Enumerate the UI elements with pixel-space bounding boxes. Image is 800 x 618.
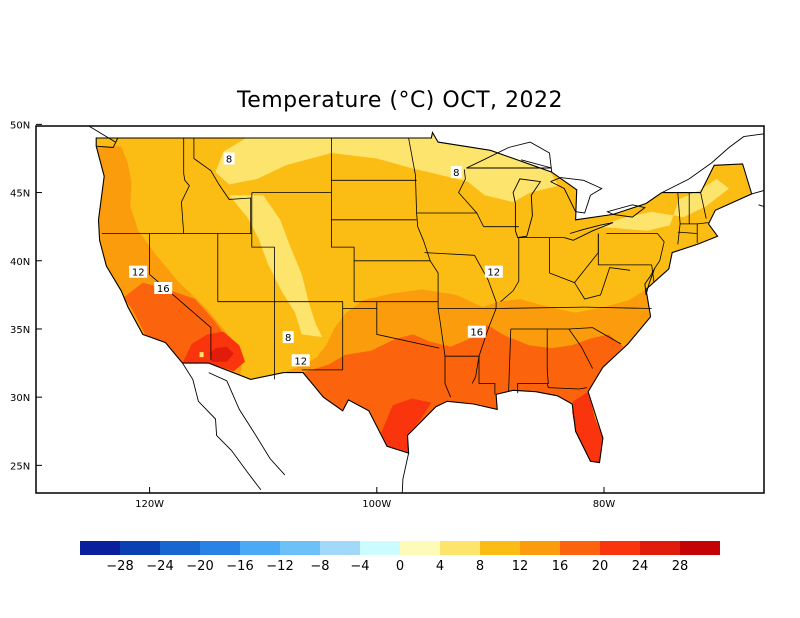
- colorbar-label: −24: [146, 559, 173, 574]
- zone-20-24-texas: [381, 398, 432, 454]
- lat-tick-label: 35N: [10, 325, 30, 336]
- contour-label-bg: [129, 265, 148, 278]
- colorbar-swatch: [600, 541, 640, 555]
- colorbar-label: 12: [512, 559, 529, 574]
- contour-label: 12: [487, 268, 500, 279]
- colorbar-swatch: [80, 541, 120, 555]
- colorbar-label: 24: [632, 559, 649, 574]
- lon-tick-label: 80W: [593, 499, 616, 510]
- lat-tick-label: 30N: [10, 393, 30, 404]
- colorbar-label: −16: [226, 559, 253, 574]
- map-title: Temperature (°C) OCT, 2022: [237, 88, 563, 113]
- lat-tick-label: 45N: [10, 189, 30, 200]
- colorbar-swatch: [680, 541, 720, 555]
- contour-label: 8: [226, 155, 232, 166]
- colorbar-label: −12: [266, 559, 293, 574]
- state-borders: [101, 137, 709, 398]
- colorbar-swatch: [520, 541, 560, 555]
- colorbar-label: 28: [672, 559, 689, 574]
- contour-label: 12: [132, 268, 145, 279]
- colorbar-label: 4: [436, 559, 444, 574]
- colorbar-swatch: [440, 541, 480, 555]
- colorbar-label: −28: [106, 559, 133, 574]
- colorbar-swatch: [160, 541, 200, 555]
- contour-labels: 8 8 12 16 12 16 8 12: [129, 152, 503, 367]
- colorbar-swatch: [480, 541, 520, 555]
- contour-label: 8: [285, 333, 291, 344]
- colorbar: −28 −24 −20 −16 −12 −8 −4 0 4 8 12 16 20 24 28: [80, 541, 720, 574]
- colorbar-swatch: [240, 541, 280, 555]
- contour-label: 8: [453, 168, 459, 179]
- contour-label: 12: [294, 356, 307, 367]
- colorbar-swatch: [120, 541, 160, 555]
- colorbar-swatch: [200, 541, 240, 555]
- contour-label-bg: [282, 331, 294, 344]
- lon-tick-label: 100W: [362, 499, 391, 510]
- lon-tick-label: 120W: [135, 499, 164, 510]
- colorbar-label: 0: [396, 559, 404, 574]
- colorbar-label: −4: [350, 559, 369, 574]
- contour-label-bg: [223, 152, 235, 165]
- colorbar-swatch: [320, 541, 360, 555]
- zone-24-28: [209, 346, 234, 362]
- map-frame: [35, 125, 765, 494]
- zone-16-20-south: [303, 324, 624, 454]
- colorbar-label: 8: [476, 559, 484, 574]
- colorbar-label: 20: [592, 559, 609, 574]
- contour-label-bg: [484, 265, 503, 278]
- zone-4-8-north: [215, 132, 559, 203]
- temperature-field: [96, 132, 752, 463]
- colorbar-label: 16: [552, 559, 569, 574]
- map-axes: 50N 45N 40N 35N 30N 25N 120W 100W 80W: [10, 120, 615, 510]
- contour-label-bg: [467, 325, 486, 338]
- lat-tick-label: 50N: [10, 120, 30, 131]
- coastlines: [87, 126, 764, 493]
- colorbar-swatch: [360, 541, 400, 555]
- contour-label-bg: [450, 166, 462, 179]
- zone-20-24-florida: [572, 391, 603, 463]
- colorbar-swatch: [400, 541, 440, 555]
- pale-spot: [199, 352, 204, 358]
- contour-label-bg: [154, 282, 173, 294]
- lat-tick-label: 40N: [10, 257, 30, 268]
- colorbar-swatch: [640, 541, 680, 555]
- colorbar-swatch: [280, 541, 320, 555]
- contour-label-bg: [291, 354, 310, 367]
- colorbar-swatch: [560, 541, 600, 555]
- contour-label: 16: [470, 328, 483, 339]
- contour-label: 16: [157, 284, 170, 295]
- colorbar-label: −8: [310, 559, 329, 574]
- colorbar-label: −20: [186, 559, 213, 574]
- lat-tick-label: 25N: [10, 461, 30, 472]
- zone-4-8-appalachian: [598, 178, 729, 231]
